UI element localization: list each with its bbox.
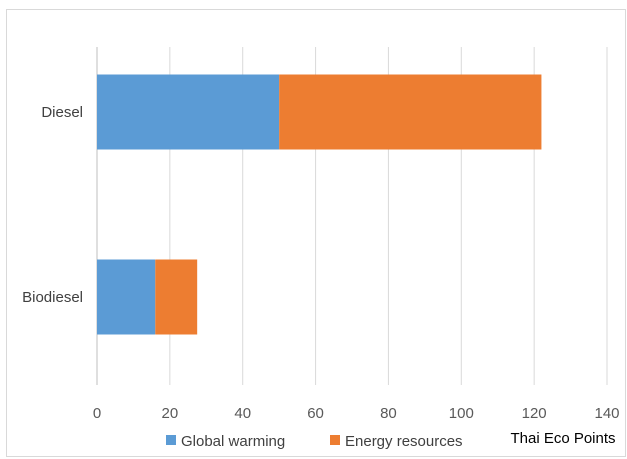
legend-swatch-energy-resources (330, 435, 340, 445)
legend: Global warming Energy resources (166, 433, 463, 450)
category-label: Biodiesel (22, 289, 83, 306)
x-tick-label: 100 (449, 405, 474, 422)
x-axis-title: Thai Eco Points (510, 430, 615, 447)
bars (97, 74, 542, 335)
bar-biodiesel-global-warming (97, 259, 156, 335)
legend-label-global-warming: Global warming (181, 433, 285, 450)
category-label: Diesel (41, 104, 83, 121)
x-tick-label: 20 (162, 405, 179, 422)
x-tick-label: 0 (93, 405, 101, 422)
x-tick-label: 40 (234, 405, 251, 422)
bar-diesel-energy-resources (279, 74, 542, 150)
category-labels: Diesel Biodiesel (22, 104, 83, 306)
legend-label-energy-resources: Energy resources (345, 433, 463, 450)
x-tick-label: 140 (594, 405, 619, 422)
x-tick-label: 60 (307, 405, 324, 422)
legend-swatch-global-warming (166, 435, 176, 445)
x-tick-label: 80 (380, 405, 397, 422)
x-tick-labels: 0 20 40 60 80 100 120 140 (93, 405, 620, 422)
bar-diesel-global-warming (97, 74, 280, 150)
bar-biodiesel-energy-resources (155, 259, 198, 335)
x-tick-label: 120 (522, 405, 547, 422)
